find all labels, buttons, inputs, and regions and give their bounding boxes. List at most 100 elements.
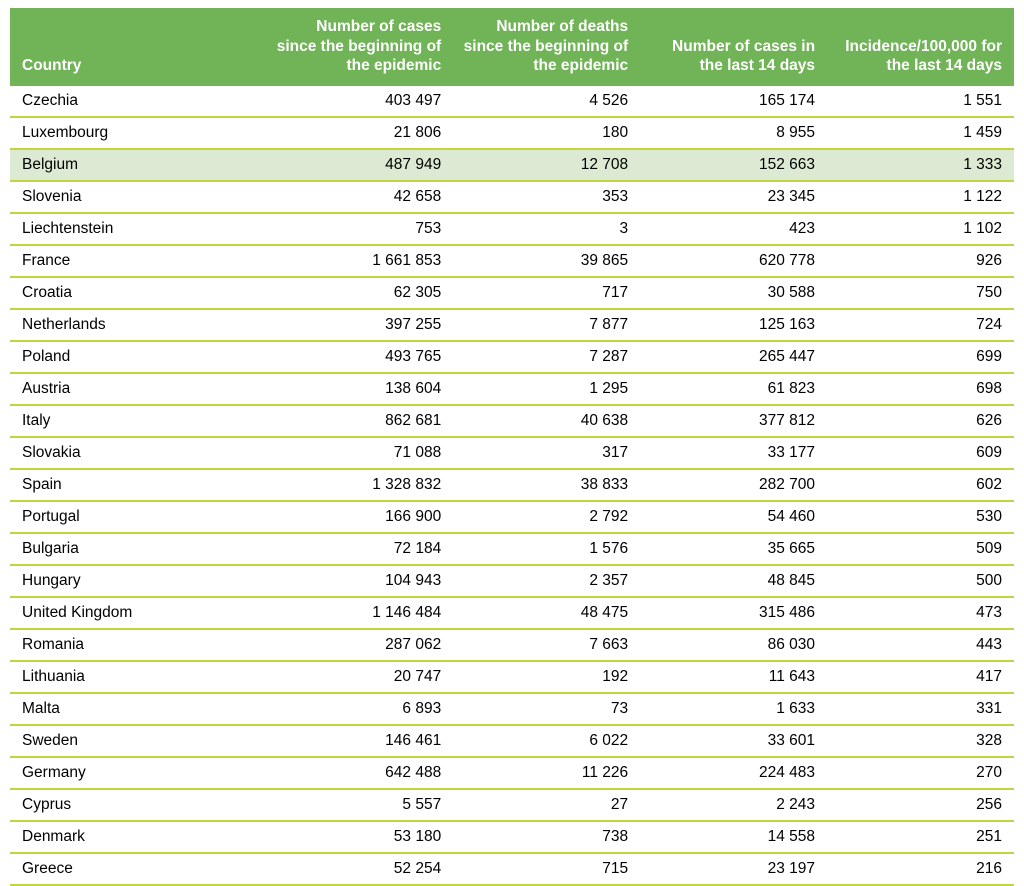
cases-total-cell: 493 765 xyxy=(266,340,454,374)
cases-last-14-days-cell: 35 665 xyxy=(640,532,828,566)
incidence-per-100000-last-14-days-cell: 1 333 xyxy=(827,148,1014,182)
incidence-per-100000-last-14-days-cell: 699 xyxy=(827,340,1014,374)
header-incidence-last-14-days: Incidence/100,000 for the last 14 days xyxy=(827,8,1014,86)
incidence-per-100000-last-14-days-cell: 443 xyxy=(827,628,1014,662)
cases-total-cell: 166 900 xyxy=(266,500,454,534)
country-cell: Netherlands xyxy=(10,308,267,342)
country-cell: Italy xyxy=(10,404,267,438)
table-row: Portugal 166 900 2 792 54 460 530 xyxy=(10,500,1014,534)
deaths-total-cell: 1 295 xyxy=(453,372,641,406)
country-cell: Germany xyxy=(10,756,267,790)
cases-last-14-days-cell: 377 812 xyxy=(640,404,828,438)
table-row: France 1 661 853 39 865 620 778 926 xyxy=(10,244,1014,278)
header-country: Country xyxy=(10,8,267,86)
cases-last-14-days-cell: 620 778 xyxy=(640,244,828,278)
deaths-total-cell: 1 576 xyxy=(453,532,641,566)
cases-last-14-days-cell: 23 197 xyxy=(640,852,828,886)
cases-last-14-days-cell: 315 486 xyxy=(640,596,828,630)
country-cell: Austria xyxy=(10,372,267,406)
country-cell: United Kingdom xyxy=(10,596,267,630)
country-cell: Slovenia xyxy=(10,180,267,214)
deaths-total-cell: 7 287 xyxy=(453,340,641,374)
cases-last-14-days-cell: 11 643 xyxy=(640,660,828,694)
cases-total-cell: 72 184 xyxy=(266,532,454,566)
cases-total-cell: 104 943 xyxy=(266,564,454,598)
deaths-total-cell: 40 638 xyxy=(453,404,641,438)
country-cell: France xyxy=(10,244,267,278)
incidence-per-100000-last-14-days-cell: 216 xyxy=(827,852,1014,886)
cases-total-cell: 397 255 xyxy=(266,308,454,342)
cases-total-cell: 52 254 xyxy=(266,852,454,886)
incidence-per-100000-last-14-days-cell: 473 xyxy=(827,596,1014,630)
cases-total-cell: 138 604 xyxy=(266,372,454,406)
deaths-total-cell: 7 663 xyxy=(453,628,641,662)
deaths-total-cell: 4 526 xyxy=(453,85,641,118)
cases-last-14-days-cell: 14 558 xyxy=(640,820,828,854)
country-cell: Slovakia xyxy=(10,436,267,470)
country-cell: Spain xyxy=(10,468,267,502)
incidence-per-100000-last-14-days-cell: 750 xyxy=(827,276,1014,310)
cases-total-cell: 6 893 xyxy=(266,692,454,726)
table-row: Slovenia 42 658 353 23 345 1 122 xyxy=(10,180,1014,214)
deaths-total-cell: 317 xyxy=(453,436,641,470)
deaths-total-cell: 192 xyxy=(453,660,641,694)
deaths-total-cell: 27 xyxy=(453,788,641,822)
table-row: Cyprus 5 557 27 2 243 256 xyxy=(10,788,1014,822)
cases-last-14-days-cell: 152 663 xyxy=(640,148,828,182)
table-row: Liechtenstein 753 3 423 1 102 xyxy=(10,212,1014,246)
cases-last-14-days-cell: 2 243 xyxy=(640,788,828,822)
table-row: Bulgaria 72 184 1 576 35 665 509 xyxy=(10,532,1014,566)
country-cell: Lithuania xyxy=(10,660,267,694)
deaths-total-cell: 11 226 xyxy=(453,756,641,790)
cases-last-14-days-cell: 23 345 xyxy=(640,180,828,214)
incidence-per-100000-last-14-days-cell: 1 551 xyxy=(827,85,1014,118)
cases-last-14-days-cell: 265 447 xyxy=(640,340,828,374)
cases-total-cell: 1 146 484 xyxy=(266,596,454,630)
deaths-total-cell: 12 708 xyxy=(453,148,641,182)
deaths-total-cell: 7 877 xyxy=(453,308,641,342)
table-row: United Kingdom 1 146 484 48 475 315 486 473 xyxy=(10,596,1014,630)
header-cases-total: Number of cases since the beginning of t… xyxy=(266,8,454,86)
deaths-total-cell: 717 xyxy=(453,276,641,310)
header-row: Country Number of cases since the beginn… xyxy=(10,8,1014,86)
cases-total-cell: 21 806 xyxy=(266,116,454,150)
cases-last-14-days-cell: 8 955 xyxy=(640,116,828,150)
cases-last-14-days-cell: 282 700 xyxy=(640,468,828,502)
incidence-per-100000-last-14-days-cell: 417 xyxy=(827,660,1014,694)
cases-last-14-days-cell: 86 030 xyxy=(640,628,828,662)
deaths-total-cell: 353 xyxy=(453,180,641,214)
table-body: Czechia 403 497 4 526 165 174 1 551 Luxembour… xyxy=(10,85,1014,886)
table-row: Sweden 146 461 6 022 33 601 328 xyxy=(10,724,1014,758)
table-row: Slovakia 71 088 317 33 177 609 xyxy=(10,436,1014,470)
cases-last-14-days-cell: 224 483 xyxy=(640,756,828,790)
country-cell: Hungary xyxy=(10,564,267,598)
cases-total-cell: 1 661 853 xyxy=(266,244,454,278)
deaths-total-cell: 3 xyxy=(453,212,641,246)
country-cell: Croatia xyxy=(10,276,267,310)
incidence-per-100000-last-14-days-cell: 251 xyxy=(827,820,1014,854)
incidence-per-100000-last-14-days-cell: 270 xyxy=(827,756,1014,790)
cases-total-cell: 20 747 xyxy=(266,660,454,694)
cases-total-cell: 146 461 xyxy=(266,724,454,758)
country-cell: Liechtenstein xyxy=(10,212,267,246)
table-row: Belgium 487 949 12 708 152 663 1 333 xyxy=(10,148,1014,182)
cases-total-cell: 5 557 xyxy=(266,788,454,822)
incidence-per-100000-last-14-days-cell: 328 xyxy=(827,724,1014,758)
table-row: Netherlands 397 255 7 877 125 163 724 xyxy=(10,308,1014,342)
cases-last-14-days-cell: 33 601 xyxy=(640,724,828,758)
table-row: Germany 642 488 11 226 224 483 270 xyxy=(10,756,1014,790)
cases-last-14-days-cell: 1 633 xyxy=(640,692,828,726)
incidence-per-100000-last-14-days-cell: 926 xyxy=(827,244,1014,278)
incidence-per-100000-last-14-days-cell: 626 xyxy=(827,404,1014,438)
header-deaths-total: Number of deaths since the beginning of … xyxy=(453,8,641,86)
deaths-total-cell: 6 022 xyxy=(453,724,641,758)
cases-total-cell: 862 681 xyxy=(266,404,454,438)
deaths-total-cell: 180 xyxy=(453,116,641,150)
country-cell: Luxembourg xyxy=(10,116,267,150)
deaths-total-cell: 48 475 xyxy=(453,596,641,630)
country-cell: Greece xyxy=(10,852,267,886)
incidence-per-100000-last-14-days-cell: 530 xyxy=(827,500,1014,534)
header-cases-last-14-days: Number of cases in the last 14 days xyxy=(640,8,828,86)
incidence-per-100000-last-14-days-cell: 698 xyxy=(827,372,1014,406)
